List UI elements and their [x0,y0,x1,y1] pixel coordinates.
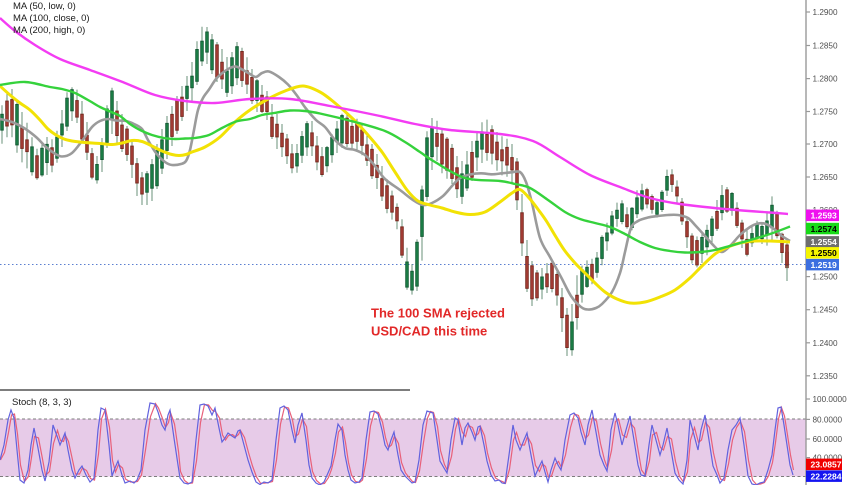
svg-text:1.2400: 1.2400 [813,339,838,348]
svg-text:1.2500: 1.2500 [813,273,838,282]
svg-text:1.2519: 1.2519 [811,260,838,270]
svg-text:1.2550: 1.2550 [811,248,838,258]
svg-text:1.2350: 1.2350 [813,372,838,381]
svg-text:1.2650: 1.2650 [813,173,838,182]
svg-text:1.2800: 1.2800 [813,75,838,84]
svg-text:80.0000: 80.0000 [813,415,843,424]
svg-text:MA (50, low, 0): MA (50, low, 0) [13,1,76,12]
svg-text:1.2750: 1.2750 [813,108,838,117]
svg-text:The 100 SMA rejected: The 100 SMA rejected [371,306,505,321]
svg-text:1.2450: 1.2450 [813,306,838,315]
svg-text:MA (100, close, 0): MA (100, close, 0) [13,13,90,24]
svg-text:23.0857: 23.0857 [811,460,842,470]
svg-text:100.0000: 100.0000 [813,395,848,404]
svg-text:60.0000: 60.0000 [813,435,843,444]
svg-text:1.2850: 1.2850 [813,42,838,51]
svg-text:1.2593: 1.2593 [811,211,838,221]
svg-text:1.2554: 1.2554 [811,237,838,247]
svg-text:USD/CAD this time: USD/CAD this time [371,324,487,339]
svg-text:1.2700: 1.2700 [813,140,838,149]
svg-text:1.2574: 1.2574 [811,224,838,234]
svg-text:Stoch (8, 3, 3): Stoch (8, 3, 3) [12,397,72,408]
svg-text:40.0000: 40.0000 [813,454,843,463]
svg-text:22.2284: 22.2284 [811,471,842,481]
svg-text:MA (200, high, 0): MA (200, high, 0) [13,25,85,36]
svg-text:1.2900: 1.2900 [813,8,838,17]
